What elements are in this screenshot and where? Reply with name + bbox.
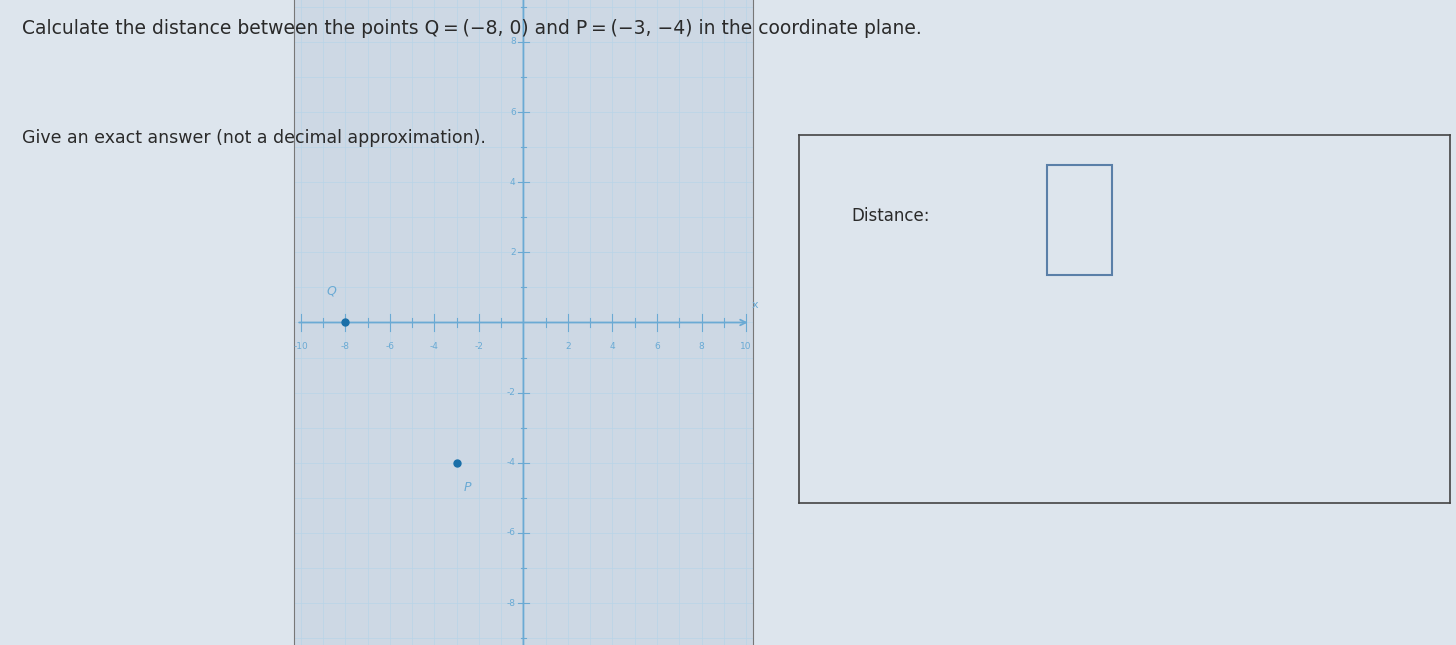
Text: -2: -2 [475, 342, 483, 351]
Text: 8: 8 [699, 342, 705, 351]
Text: -6: -6 [386, 342, 395, 351]
Text: -6: -6 [507, 528, 515, 537]
Text: -8: -8 [507, 599, 515, 608]
Text: -4: -4 [430, 342, 438, 351]
Text: 6: 6 [654, 342, 660, 351]
Text: -4: -4 [507, 458, 515, 467]
Text: P: P [463, 481, 470, 494]
Text: -10: -10 [294, 342, 309, 351]
Text: Q: Q [326, 284, 336, 297]
Text: Distance:: Distance: [852, 207, 930, 225]
Text: 4: 4 [610, 342, 616, 351]
Text: 2: 2 [565, 342, 571, 351]
Text: Give an exact answer (not a decimal approximation).: Give an exact answer (not a decimal appr… [22, 129, 486, 147]
Text: x: x [751, 300, 759, 310]
Text: 4: 4 [510, 178, 515, 187]
Text: -2: -2 [507, 388, 515, 397]
Text: 6: 6 [510, 108, 515, 117]
Text: 8: 8 [510, 37, 515, 46]
Text: 10: 10 [740, 342, 751, 351]
Text: -8: -8 [341, 342, 349, 351]
Text: Calculate the distance between the points Q = (−8, 0) and P = (−3, −4) in the co: Calculate the distance between the point… [22, 19, 922, 38]
Text: 2: 2 [510, 248, 515, 257]
FancyBboxPatch shape [1047, 165, 1112, 275]
